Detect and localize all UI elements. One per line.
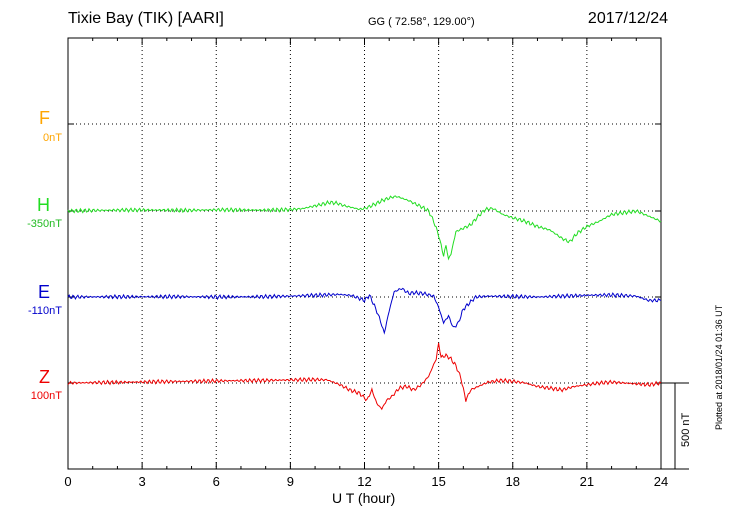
plotted-text: Plotted at 2018/01/24 01:36 UT (714, 304, 724, 430)
baseline-label-h: -350nT (27, 218, 62, 230)
x-tick-label: 12 (357, 474, 371, 489)
date-label: 2017/12/24 (587, 10, 668, 27)
station-title: Tixie Bay (TIK) [AARI] (68, 10, 224, 27)
baseline-label-f: 0nT (43, 132, 62, 144)
scale-bar-text: 500 nT (680, 412, 692, 447)
baseline-label-e: -110nT (27, 305, 62, 317)
component-label-z: Z (39, 367, 50, 387)
series-line-z (67, 342, 662, 411)
x-tick-label: 9 (287, 474, 294, 489)
component-label-e: E (37, 282, 50, 302)
x-tick-label: 18 (506, 474, 520, 489)
component-label-h: H (37, 195, 50, 215)
x-tick-label: 0 (64, 474, 71, 489)
baseline-label-z: 100nT (30, 390, 62, 402)
series-line-e (67, 287, 662, 335)
x-tick-label: 21 (580, 474, 594, 489)
x-axis-label: U T (hour) (332, 490, 396, 506)
station-coordinates: GG ( 72.58°, 129.00°) (368, 16, 475, 28)
x-tick-label: 24 (654, 474, 668, 489)
component-label-f: F (39, 108, 50, 128)
x-tick-label: 6 (213, 474, 220, 489)
series-line-h (67, 195, 662, 261)
x-tick-label: 3 (139, 474, 146, 489)
x-tick-label: 15 (431, 474, 445, 489)
